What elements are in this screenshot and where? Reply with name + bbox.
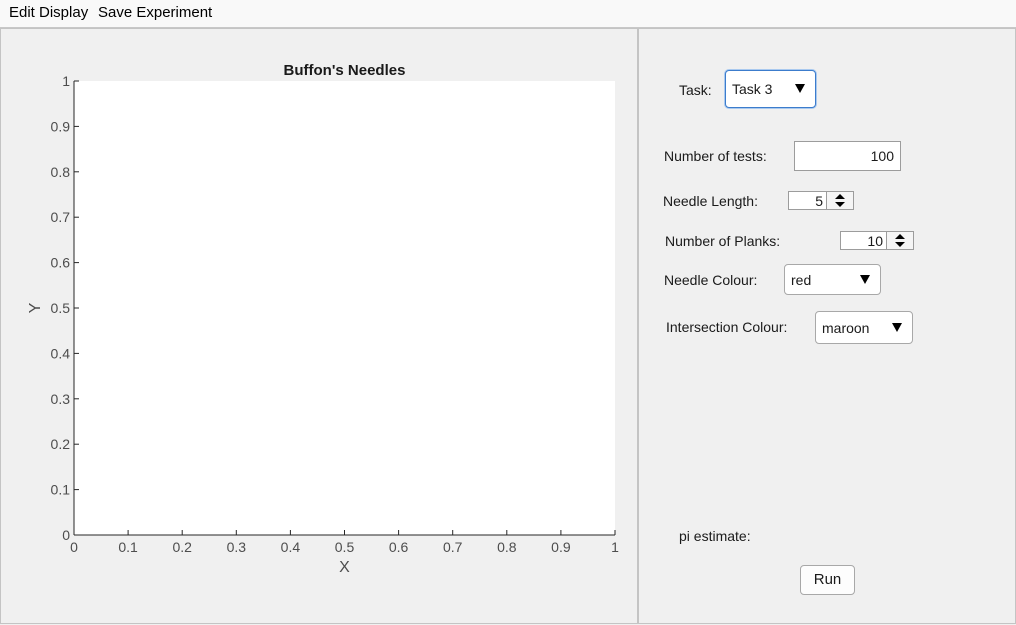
task-dropdown[interactable]: Task 3 xyxy=(725,70,816,108)
y-tick-label: 0.6 xyxy=(51,255,71,271)
num-planks-value: 10 xyxy=(867,233,883,249)
y-tick-label: 0.5 xyxy=(51,300,71,316)
num-planks-label: Number of Planks: xyxy=(665,233,781,249)
x-tick-label: 0.6 xyxy=(389,539,409,555)
decrement-icon xyxy=(835,202,845,207)
needle-length-value: 5 xyxy=(815,193,823,209)
needle-length-label: Needle Length: xyxy=(663,193,758,209)
increment-icon xyxy=(835,194,845,199)
y-axis-label: Y xyxy=(27,302,44,313)
run-button[interactable]: Run xyxy=(800,565,855,595)
menu-edit-display[interactable]: Edit Display xyxy=(9,4,89,21)
y-tick-label: 1 xyxy=(62,73,70,89)
increment-icon xyxy=(895,234,905,239)
x-tick-label: 0.4 xyxy=(281,539,301,555)
menu-save-experiment[interactable]: Save Experiment xyxy=(98,4,213,21)
x-tick-label: 0.3 xyxy=(227,539,247,555)
needle-length-spinner[interactable]: 5 xyxy=(788,191,854,210)
y-tick-label: 0.4 xyxy=(51,345,71,361)
menu-bar: Edit Display Save Experiment xyxy=(0,0,1016,28)
num-planks-spinner[interactable]: 10 xyxy=(840,231,914,250)
intersection-colour-value: maroon xyxy=(822,320,870,336)
pi-estimate-label: pi estimate: xyxy=(679,528,751,544)
chevron-down-icon xyxy=(860,275,870,284)
x-axis-label: X xyxy=(339,559,350,576)
y-tick-label: 0.3 xyxy=(51,391,71,407)
task-label: Task: xyxy=(679,82,712,98)
num-tests-label: Number of tests: xyxy=(664,148,767,164)
plot-panel: 0 0.1 0.2 0.3 0.4 0.5 0.6 0.7 0.8 0.9 1 0 0.1 0.2 0.3 0… xyxy=(0,28,638,624)
buffon-axes[interactable]: 0 0.1 0.2 0.3 0.4 0.5 0.6 0.7 0.8 0.9 1 0 0.1 0.2 0.3 0… xyxy=(1,29,637,623)
num-planks-stepper[interactable] xyxy=(886,232,913,249)
controls-panel: Task: Task 3 Number of tests: Needle Len… xyxy=(638,28,1016,624)
x-tick-label: 0.9 xyxy=(551,539,571,555)
chevron-down-icon xyxy=(892,323,902,332)
intersection-colour-label: Intersection Colour: xyxy=(666,319,788,335)
y-tick-label: 0.1 xyxy=(51,482,71,498)
x-tick-label: 0.1 xyxy=(118,539,138,555)
x-tick-label: 0.7 xyxy=(443,539,463,555)
x-tick-label: 0.5 xyxy=(335,539,355,555)
decrement-icon xyxy=(895,242,905,247)
needle-colour-label: Needle Colour: xyxy=(664,272,758,288)
y-tick-label: 0.9 xyxy=(51,118,71,134)
task-dropdown-value: Task 3 xyxy=(732,81,773,97)
y-tick-label: 0.2 xyxy=(51,436,71,452)
y-tick-label: 0.7 xyxy=(51,209,71,225)
needle-length-stepper[interactable] xyxy=(826,192,853,209)
needle-colour-value: red xyxy=(791,272,812,288)
x-tick-label: 0 xyxy=(70,539,78,555)
x-tick-label: 1 xyxy=(611,539,619,555)
x-tick-label: 0.8 xyxy=(497,539,517,555)
y-tick-label: 0.8 xyxy=(51,164,71,180)
intersection-colour-dropdown[interactable]: maroon xyxy=(815,311,913,344)
chevron-down-icon xyxy=(795,84,805,93)
chart-title: Buffon's Needles xyxy=(284,62,406,79)
plot-area xyxy=(74,81,615,535)
y-tick-label: 0 xyxy=(62,527,70,543)
needle-colour-dropdown[interactable]: red xyxy=(784,264,881,295)
num-tests-field[interactable] xyxy=(794,141,901,171)
x-tick-label: 0.2 xyxy=(172,539,192,555)
